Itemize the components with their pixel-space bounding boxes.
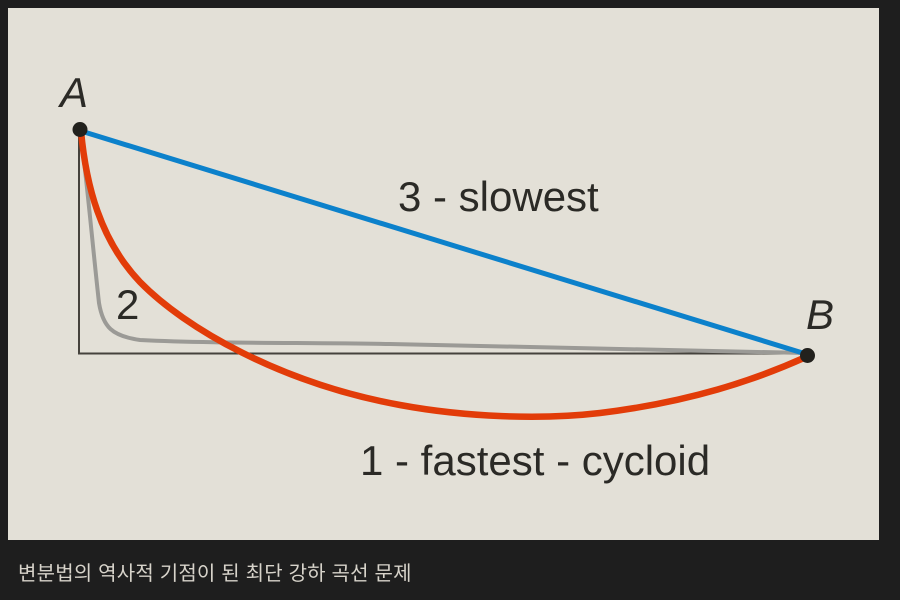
point-b-label: B — [806, 291, 835, 338]
curve-2-label: 2 — [116, 281, 140, 328]
curve-1-fastest-label: 1 - fastest - cycloid — [360, 437, 711, 484]
caption-bar — [0, 540, 900, 600]
figure-caption: 변분법의 역사적 기점이 된 최단 강하 곡선 문제 — [18, 563, 412, 585]
point-a-label: A — [60, 69, 89, 116]
curve-3-slowest-label: 3 - slowest — [398, 173, 599, 220]
